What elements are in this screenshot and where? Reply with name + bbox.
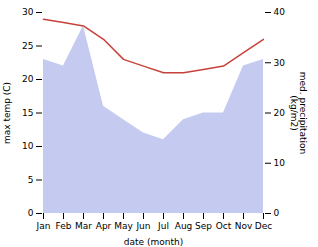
svg-text:40: 40	[274, 7, 286, 17]
svg-text:20: 20	[22, 74, 34, 84]
svg-text:Jan: Jan	[36, 221, 51, 231]
svg-text:10: 10	[274, 158, 286, 168]
svg-text:med. precipitation(kg/m2): med. precipitation(kg/m2)	[289, 72, 308, 154]
svg-text:15: 15	[22, 108, 33, 118]
svg-text:10: 10	[22, 141, 34, 151]
svg-text:30: 30	[22, 7, 34, 17]
svg-text:Dec: Dec	[255, 221, 272, 231]
svg-text:25: 25	[22, 41, 33, 51]
svg-text:Jul: Jul	[157, 221, 169, 231]
svg-text:0: 0	[274, 208, 280, 218]
svg-text:May: May	[114, 221, 133, 231]
svg-text:Feb: Feb	[56, 221, 72, 231]
svg-text:30: 30	[274, 58, 286, 68]
svg-text:Sep: Sep	[195, 221, 212, 231]
svg-text:max temp (C): max temp (C)	[2, 82, 12, 144]
svg-text:20: 20	[274, 108, 286, 118]
svg-text:date (month): date (month)	[124, 237, 183, 247]
svg-text:Aug: Aug	[175, 221, 193, 231]
svg-text:Jun: Jun	[135, 221, 150, 231]
svg-text:Oct: Oct	[216, 221, 232, 231]
svg-text:Nov: Nov	[235, 221, 253, 231]
svg-text:Apr: Apr	[96, 221, 112, 231]
svg-text:0: 0	[28, 208, 34, 218]
svg-text:Mar: Mar	[75, 221, 92, 231]
svg-text:5: 5	[28, 175, 34, 185]
